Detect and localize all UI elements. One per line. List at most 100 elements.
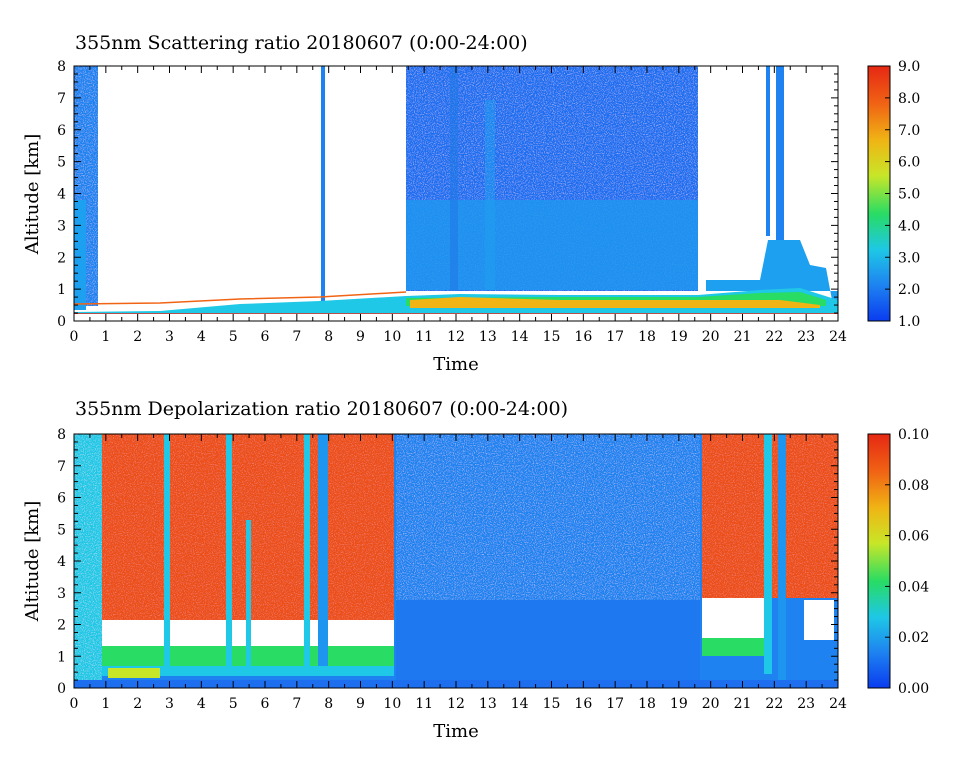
y-tick-label: 6 [57,123,66,139]
axes-scattering: 0 1 2 3 4 5 6 7 8 9 10 11 12 13 14 15 16 17 18 19 20 21 22 23 24… [57,59,847,345]
x-tick-label: 18 [638,696,656,712]
x-tick-label: 11 [415,696,433,712]
y-tick-label: 2 [57,618,66,634]
y-tick-label: 7 [57,91,66,107]
x-tick-label: 5 [229,696,238,712]
x-tick-label: 0 [70,696,79,712]
colorbar-tick-label: 0.04 [898,579,929,595]
x-tick-label: 2 [133,696,142,712]
colorbar-tick-label: 8.0 [898,91,920,107]
x-tick-label: 24 [829,329,847,345]
x-tick-label: 10 [383,696,401,712]
y-tick-label: 2 [57,250,66,266]
x-tick-label: 0 [70,329,79,345]
y-tick-label: 0 [57,314,66,330]
colorbar-tick-label: 5.0 [898,187,920,203]
y-axis-label-scattering: Altitude [km] [22,134,43,256]
x-tick-label: 4 [197,696,206,712]
x-tick-label: 1 [101,696,110,712]
x-tick-label: 24 [829,696,847,712]
y-tick-label: 5 [57,522,66,538]
x-tick-label: 6 [261,329,270,345]
x-tick-label: 13 [479,696,497,712]
x-tick-label: 1 [101,329,110,345]
axes-depolarization: 0 1 2 3 4 5 6 7 8 9 10 11 12 13 14 15 16 17 18 19 20 21 22 23 24… [57,427,847,712]
x-tick-label: 8 [324,696,333,712]
y-tick-label: 4 [57,554,66,570]
x-tick-label: 9 [356,696,365,712]
x-tick-label: 14 [511,329,529,345]
x-tick-label: 15 [543,329,561,345]
x-tick-label: 14 [511,696,529,712]
x-tick-label: 22 [765,329,783,345]
x-tick-label: 23 [797,696,815,712]
panel-depolarization: 355nm Depolarization ratio 20180607 (0:0… [22,398,929,742]
colorbar-tick-label: 4.0 [898,218,920,234]
y-tick-label: 1 [57,649,66,665]
x-tick-label: 11 [415,329,433,345]
x-tick-label: 5 [229,329,238,345]
colorbar-depolarization: 0.00 0.02 0.04 0.06 0.08 0.10 [867,427,929,697]
x-tick-label: 12 [447,329,465,345]
colorbar-tick-label: 0.02 [898,630,929,646]
x-tick-label: 23 [797,329,815,345]
x-tick-label: 15 [543,696,561,712]
colorbar-ticks-depolarization: 0.00 0.02 0.04 0.06 0.08 0.10 [885,427,929,697]
x-tick-label: 17 [606,696,624,712]
x-tick-label: 7 [292,329,301,345]
colorbar-tick-label: 3.0 [898,250,920,266]
y-tick-label: 7 [57,459,66,475]
colorbar-tick-label: 9.0 [898,59,920,75]
x-tick-label: 16 [574,696,592,712]
x-tick-label: 9 [356,329,365,345]
colorbar-tick-label: 0.10 [898,427,929,443]
colorbar-tick-label: 7.0 [898,123,920,139]
x-tick-label: 3 [165,696,174,712]
x-tick-label: 12 [447,696,465,712]
x-tick-label: 22 [765,696,783,712]
colorbar-tick-label: 0.08 [898,478,929,494]
x-tick-label: 2 [133,329,142,345]
x-tick-label: 21 [734,329,752,345]
y-tick-label: 6 [57,491,66,507]
chart-title-depolarization: 355nm Depolarization ratio 20180607 (0:0… [75,398,568,420]
y-tick-label: 1 [57,282,66,298]
x-tick-label: 21 [734,696,752,712]
colorbar-tick-label: 0.00 [898,681,929,697]
x-tick-label: 13 [479,329,497,345]
chart-title-scattering: 355nm Scattering ratio 20180607 (0:00-24… [75,32,528,54]
y-tick-label: 3 [57,218,66,234]
x-tick-label: 4 [197,329,206,345]
x-tick-label: 20 [702,696,720,712]
x-tick-label: 19 [670,329,688,345]
y-tick-label: 8 [57,427,66,443]
x-tick-label: 19 [670,696,688,712]
x-tick-label: 20 [702,329,720,345]
colorbar-scattering: 1.0 2.0 3.0 4.0 5.0 6.0 7.0 8.0 9.0 [867,59,920,330]
x-tick-label: 6 [261,696,270,712]
heatmap-scattering [74,66,838,321]
colorbar-ticks-scattering: 1.0 2.0 3.0 4.0 5.0 6.0 7.0 8.0 9.0 [885,59,920,330]
colorbar-tick-label: 0.06 [898,529,929,545]
x-tick-label: 10 [383,329,401,345]
y-axis-label-depolarization: Altitude [km] [22,501,43,623]
y-tick-label: 5 [57,155,66,171]
x-tick-label: 16 [574,329,592,345]
x-tick-label: 3 [165,329,174,345]
x-tick-label: 7 [292,696,301,712]
colorbar-tick-label: 1.0 [898,314,920,330]
x-axis-label-depolarization: Time [433,721,478,742]
x-tick-label: 8 [324,329,333,345]
y-tick-label: 3 [57,586,66,602]
panel-scattering: 355nm Scattering ratio 20180607 (0:00-24… [22,32,920,375]
y-tick-label: 8 [57,59,66,75]
x-axis-label-scattering: Time [433,354,478,375]
colorbar-tick-label: 6.0 [898,155,920,171]
x-tick-label: 17 [606,329,624,345]
x-tick-label: 18 [638,329,656,345]
y-tick-label: 4 [57,187,66,203]
y-tick-label: 0 [57,681,66,697]
colorbar-tick-label: 2.0 [898,282,920,298]
heatmap-depolarization [74,434,838,688]
